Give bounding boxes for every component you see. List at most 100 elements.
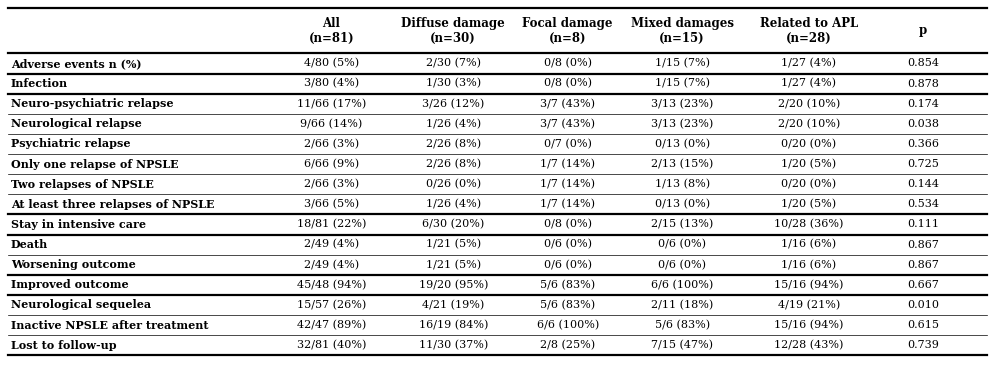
- Text: 0.725: 0.725: [907, 159, 938, 169]
- Text: 2/30 (7%): 2/30 (7%): [425, 58, 480, 68]
- Text: 3/7 (43%): 3/7 (43%): [540, 99, 594, 109]
- Text: 3/80 (4%): 3/80 (4%): [303, 79, 359, 89]
- Text: 4/80 (5%): 4/80 (5%): [303, 58, 359, 68]
- Text: 2/13 (15%): 2/13 (15%): [650, 159, 713, 169]
- Text: 16/19 (84%): 16/19 (84%): [418, 320, 487, 330]
- Text: 11/30 (37%): 11/30 (37%): [418, 340, 487, 350]
- Text: Only one relapse of NPSLE: Only one relapse of NPSLE: [11, 159, 178, 170]
- Text: 15/16 (94%): 15/16 (94%): [773, 280, 843, 290]
- Text: 4/21 (19%): 4/21 (19%): [421, 300, 484, 310]
- Text: 1/15 (7%): 1/15 (7%): [654, 58, 709, 68]
- Text: 2/26 (8%): 2/26 (8%): [425, 139, 480, 149]
- Text: 0/8 (0%): 0/8 (0%): [543, 219, 591, 229]
- Text: 11/66 (17%): 11/66 (17%): [296, 99, 366, 109]
- Text: 9/66 (14%): 9/66 (14%): [300, 119, 362, 129]
- Text: 19/20 (95%): 19/20 (95%): [418, 280, 487, 290]
- Text: 4/19 (21%): 4/19 (21%): [777, 300, 839, 310]
- Text: 1/13 (8%): 1/13 (8%): [654, 179, 709, 189]
- Text: 2/66 (3%): 2/66 (3%): [303, 139, 359, 149]
- Text: Neurological relapse: Neurological relapse: [11, 118, 141, 129]
- Text: 6/66 (9%): 6/66 (9%): [303, 159, 359, 169]
- Text: 0/8 (0%): 0/8 (0%): [543, 58, 591, 68]
- Text: 0.111: 0.111: [907, 219, 938, 229]
- Text: 3/26 (12%): 3/26 (12%): [421, 99, 484, 109]
- Text: 5/6 (83%): 5/6 (83%): [540, 300, 594, 310]
- Text: 0/6 (0%): 0/6 (0%): [543, 260, 591, 270]
- Text: 0/20 (0%): 0/20 (0%): [780, 139, 836, 149]
- Text: 1/20 (5%): 1/20 (5%): [780, 199, 836, 209]
- Text: All
(n=81): All (n=81): [308, 17, 354, 45]
- Text: 1/27 (4%): 1/27 (4%): [780, 58, 836, 68]
- Text: 0/26 (0%): 0/26 (0%): [425, 179, 480, 189]
- Text: 1/7 (14%): 1/7 (14%): [540, 159, 594, 169]
- Text: Mixed damages
(n=15): Mixed damages (n=15): [630, 17, 733, 45]
- Text: 2/11 (18%): 2/11 (18%): [650, 300, 713, 310]
- Text: 0.038: 0.038: [907, 119, 938, 129]
- Text: 0.878: 0.878: [907, 79, 938, 89]
- Text: Worsening outcome: Worsening outcome: [11, 259, 135, 270]
- Text: 1/16 (6%): 1/16 (6%): [780, 240, 836, 250]
- Text: 0/6 (0%): 0/6 (0%): [543, 240, 591, 250]
- Text: 1/30 (3%): 1/30 (3%): [425, 79, 480, 89]
- Text: 3/13 (23%): 3/13 (23%): [650, 119, 713, 129]
- Text: 5/6 (83%): 5/6 (83%): [654, 320, 709, 330]
- Text: 1/16 (6%): 1/16 (6%): [780, 260, 836, 270]
- Text: 0.867: 0.867: [907, 240, 938, 250]
- Text: Inactive NPSLE after treatment: Inactive NPSLE after treatment: [11, 320, 208, 330]
- Text: 0/13 (0%): 0/13 (0%): [654, 139, 709, 149]
- Text: 1/26 (4%): 1/26 (4%): [425, 199, 480, 209]
- Text: 18/81 (22%): 18/81 (22%): [296, 219, 366, 229]
- Text: 1/15 (7%): 1/15 (7%): [654, 79, 709, 89]
- Text: Related to APL
(n=28): Related to APL (n=28): [759, 17, 857, 45]
- Text: 7/15 (47%): 7/15 (47%): [650, 340, 713, 350]
- Text: 6/30 (20%): 6/30 (20%): [421, 219, 484, 229]
- Text: 0/20 (0%): 0/20 (0%): [780, 179, 836, 189]
- Text: 5/6 (83%): 5/6 (83%): [540, 280, 594, 290]
- Text: Death: Death: [11, 239, 48, 250]
- Text: 3/66 (5%): 3/66 (5%): [303, 199, 359, 209]
- Text: 3/13 (23%): 3/13 (23%): [650, 99, 713, 109]
- Text: 0.174: 0.174: [907, 99, 938, 109]
- Text: 15/57 (26%): 15/57 (26%): [296, 300, 366, 310]
- Text: 0/13 (0%): 0/13 (0%): [654, 199, 709, 209]
- Text: 1/21 (5%): 1/21 (5%): [425, 240, 480, 250]
- Text: 2/15 (13%): 2/15 (13%): [650, 219, 713, 229]
- Text: 2/20 (10%): 2/20 (10%): [777, 99, 839, 109]
- Text: 1/26 (4%): 1/26 (4%): [425, 119, 480, 129]
- Text: Stay in intensive care: Stay in intensive care: [11, 219, 146, 230]
- Text: 42/47 (89%): 42/47 (89%): [296, 320, 366, 330]
- Text: Focal damage
(n=8): Focal damage (n=8): [522, 17, 612, 45]
- Text: 2/20 (10%): 2/20 (10%): [777, 119, 839, 129]
- Text: 1/20 (5%): 1/20 (5%): [780, 159, 836, 169]
- Text: 0.534: 0.534: [907, 199, 938, 209]
- Text: 0/8 (0%): 0/8 (0%): [543, 79, 591, 89]
- Text: 6/6 (100%): 6/6 (100%): [536, 320, 598, 330]
- Text: 0.739: 0.739: [907, 340, 938, 350]
- Text: Two relapses of NPSLE: Two relapses of NPSLE: [11, 179, 154, 190]
- Text: Psychiatric relapse: Psychiatric relapse: [11, 139, 130, 149]
- Text: 32/81 (40%): 32/81 (40%): [296, 340, 366, 350]
- Text: Lost to follow-up: Lost to follow-up: [11, 340, 116, 351]
- Text: 0.144: 0.144: [907, 179, 938, 189]
- Text: 6/6 (100%): 6/6 (100%): [650, 280, 713, 290]
- Text: 2/66 (3%): 2/66 (3%): [303, 179, 359, 189]
- Text: p: p: [918, 24, 926, 37]
- Text: Improved outcome: Improved outcome: [11, 279, 128, 290]
- Text: 0/6 (0%): 0/6 (0%): [657, 240, 706, 250]
- Text: 0.867: 0.867: [907, 260, 938, 270]
- Text: 1/27 (4%): 1/27 (4%): [780, 79, 836, 89]
- Text: 0/6 (0%): 0/6 (0%): [657, 260, 706, 270]
- Text: 10/28 (36%): 10/28 (36%): [773, 219, 843, 229]
- Text: 0.010: 0.010: [907, 300, 938, 310]
- Text: 1/21 (5%): 1/21 (5%): [425, 260, 480, 270]
- Text: 2/8 (25%): 2/8 (25%): [540, 340, 594, 350]
- Text: 15/16 (94%): 15/16 (94%): [773, 320, 843, 330]
- Text: 1/7 (14%): 1/7 (14%): [540, 179, 594, 189]
- Text: 0.854: 0.854: [907, 58, 938, 68]
- Text: Neuro-psychiatric relapse: Neuro-psychiatric relapse: [11, 98, 173, 109]
- Text: 0.366: 0.366: [907, 139, 938, 149]
- Text: 2/49 (4%): 2/49 (4%): [303, 260, 359, 270]
- Text: 2/26 (8%): 2/26 (8%): [425, 159, 480, 169]
- Text: Infection: Infection: [11, 78, 68, 89]
- Text: 1/7 (14%): 1/7 (14%): [540, 199, 594, 209]
